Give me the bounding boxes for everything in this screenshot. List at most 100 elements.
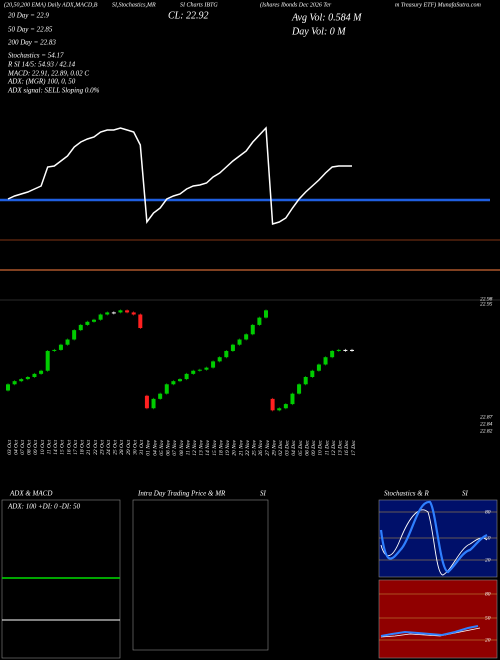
stoch-label: 50 — [485, 535, 491, 541]
x-tick-label: 15 Oct — [60, 440, 66, 455]
x-tick-label: 16 Oct — [66, 440, 72, 455]
price-line — [7, 126, 352, 225]
x-tick-label: 11 Dec — [324, 439, 330, 455]
panel-title: ADX & MACD — [9, 490, 52, 498]
x-tick-label: 18 Oct — [80, 440, 86, 455]
x-tick-label: 08 Nov — [179, 439, 185, 455]
candle — [350, 349, 354, 351]
header-text: SI Charts IBTG — [180, 2, 218, 8]
x-tick-label: 05 Nov — [159, 439, 165, 455]
candle — [85, 321, 90, 325]
rsi-panel — [378, 579, 498, 659]
candle — [310, 370, 315, 377]
x-tick-label: 09 Oct — [33, 440, 39, 455]
rsi-slow — [380, 627, 481, 638]
x-tick-label: 18 Nov — [218, 439, 224, 455]
x-tick-label: 09 Dec — [311, 439, 317, 455]
candle — [257, 317, 262, 325]
candle — [343, 349, 348, 351]
candle — [303, 377, 308, 385]
candle — [144, 395, 149, 409]
info: 50 Day = 22.85 — [8, 26, 53, 34]
info: MACD: 22.91, 22.89, 0.02 C — [7, 70, 89, 78]
candle — [92, 319, 96, 322]
x-tick-label: 07 Nov — [172, 439, 178, 455]
x-tick-label: 14 Oct — [52, 440, 59, 455]
candle — [237, 339, 242, 345]
candle — [283, 404, 288, 409]
x-tick-label: 21 Nov — [238, 439, 244, 455]
candle — [158, 393, 163, 399]
price-label: 22.95 — [480, 301, 493, 307]
header-text: (Ishares Ibonds Dec 2026 Ter — [260, 1, 332, 8]
candle — [178, 379, 182, 382]
price-label: 22.87 — [480, 414, 493, 420]
x-tick-label: 06 Dec — [304, 439, 310, 455]
info: R SI 14/5: 54.93 / 42.14 — [7, 61, 76, 69]
x-tick-label: 07 Oct — [20, 440, 26, 455]
x-tick-label: 05 Dec — [298, 439, 304, 455]
x-tick-label: 30 Oct — [132, 440, 138, 456]
adx-text: ADX: 100 +DI: 0 -DI: 50 — [7, 503, 81, 511]
x-tick-label: 02 Dec — [278, 439, 284, 455]
x-tick-label: 10 Oct — [40, 440, 46, 455]
panel-title: Intra Day Trading Price & MR — [137, 490, 226, 498]
rsi-label: 20 — [485, 637, 491, 643]
candle — [290, 393, 295, 405]
candle — [244, 334, 249, 340]
rsi-label: 80 — [485, 591, 491, 597]
candle — [151, 398, 156, 409]
adx-panel — [1, 499, 121, 659]
x-tick-label: 25 Oct — [113, 440, 119, 455]
x-tick-label: 03 Oct — [7, 440, 13, 455]
x-tick-label: 22 Oct — [93, 440, 99, 455]
x-tick-label: 04 Dec — [290, 439, 297, 455]
rsi-label: 50 — [485, 615, 491, 621]
candle — [250, 324, 255, 335]
candle — [217, 357, 222, 362]
x-tick-label: 22 Nov — [245, 439, 251, 455]
x-tick-label: 13 Dec — [338, 439, 344, 455]
x-tick-label: 29 Oct — [126, 440, 132, 455]
stoch-k — [379, 500, 488, 574]
candle — [25, 377, 30, 380]
candle — [264, 310, 268, 318]
stoch-label: 80 — [485, 509, 491, 515]
candle — [197, 369, 202, 371]
candle — [224, 350, 229, 358]
candle — [277, 408, 282, 411]
candle — [323, 357, 328, 365]
candle — [45, 350, 50, 371]
x-tick-label: 12 Dec — [331, 439, 337, 455]
x-tick-label: 17 Oct — [73, 440, 79, 455]
candle — [330, 350, 335, 358]
x-tick-label: 23 Oct — [99, 440, 105, 455]
candle — [65, 339, 70, 345]
info: ADX signal: SELL Sloping 0.0% — [7, 87, 100, 95]
candle — [32, 373, 37, 377]
x-tick-label: 20 Nov — [232, 439, 238, 455]
candle — [72, 330, 77, 340]
candle — [211, 361, 216, 368]
x-tick-label: 08 Oct — [27, 440, 33, 455]
candle — [230, 344, 235, 351]
x-tick-label: 13 Nov — [199, 439, 205, 455]
candle — [111, 312, 116, 314]
candle — [12, 381, 17, 385]
x-tick-label: 31 Oct — [139, 440, 145, 456]
candle — [19, 379, 24, 382]
x-tick-label: 27 Nov — [265, 439, 271, 455]
x-tick-label: 28 Oct — [119, 440, 125, 455]
x-tick-label: 16 Dec — [344, 439, 350, 455]
x-tick-label: 17 Dec — [351, 439, 357, 455]
candle — [204, 367, 209, 370]
candle — [52, 349, 57, 351]
candle — [164, 384, 169, 394]
candle — [138, 314, 143, 329]
x-tick-label: 04 Oct — [12, 440, 19, 455]
stoch-label: 20 — [485, 557, 491, 563]
day-vol: Day Vol: 0 M — [291, 26, 346, 37]
candle — [39, 370, 44, 374]
panel-title: Stochastics & R — [384, 490, 429, 498]
candle — [171, 381, 176, 385]
